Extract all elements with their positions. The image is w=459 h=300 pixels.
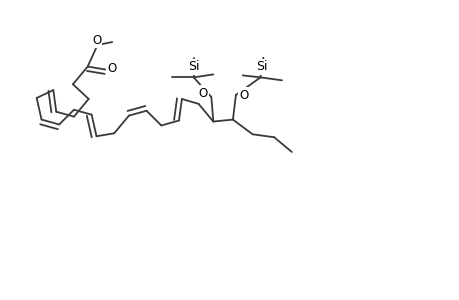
Text: O: O xyxy=(239,88,248,101)
Text: O: O xyxy=(198,87,207,100)
Text: Si: Si xyxy=(188,60,199,74)
Text: O: O xyxy=(92,34,101,46)
Text: O: O xyxy=(107,62,117,75)
Text: Si: Si xyxy=(255,60,267,74)
